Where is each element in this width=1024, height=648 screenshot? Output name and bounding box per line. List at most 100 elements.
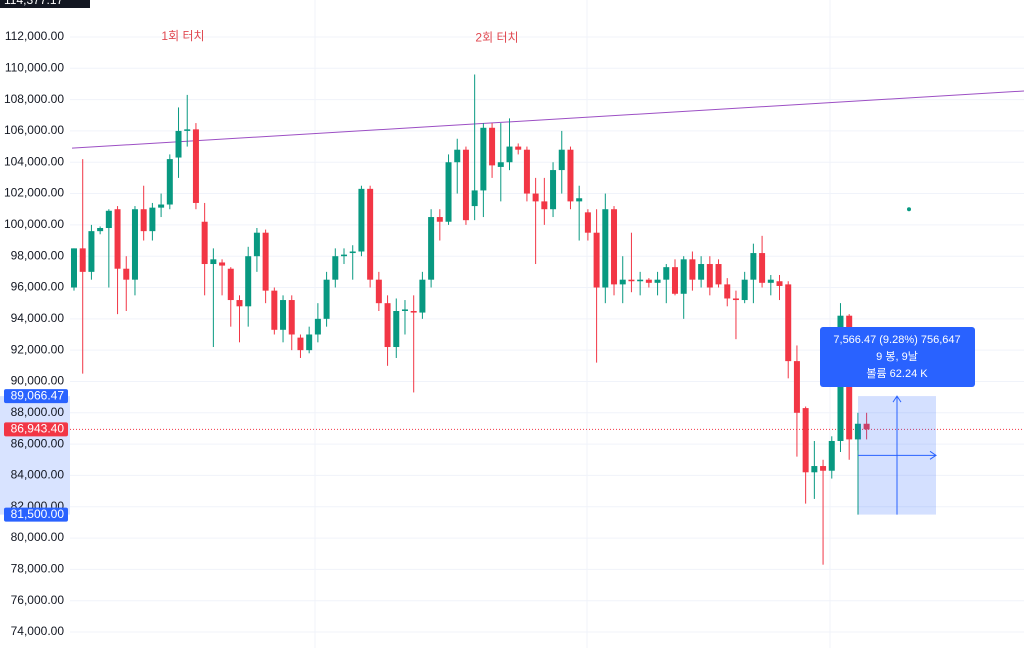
candle-body bbox=[123, 268, 130, 280]
candle-body bbox=[149, 207, 156, 232]
y-tick-label: 76,000.00 bbox=[11, 593, 65, 607]
y-tick-label: 108,000.00 bbox=[4, 92, 64, 106]
candle-body bbox=[550, 170, 557, 210]
candle-body bbox=[724, 284, 731, 299]
candle-body bbox=[271, 290, 278, 330]
y-tick-label: 110,000.00 bbox=[5, 60, 64, 74]
candle-body bbox=[515, 146, 522, 150]
candle-body bbox=[593, 232, 600, 288]
candle-body bbox=[401, 309, 408, 312]
candle-body bbox=[462, 149, 469, 221]
candle-body bbox=[637, 279, 644, 282]
y-tick-label: 92,000.00 bbox=[11, 342, 65, 356]
candle-body bbox=[689, 259, 696, 280]
candle-body bbox=[367, 188, 374, 280]
candle-body bbox=[671, 267, 678, 294]
candle-body bbox=[436, 217, 443, 222]
candle-body bbox=[88, 231, 95, 272]
candle-body bbox=[558, 149, 565, 171]
candle-body bbox=[131, 209, 138, 280]
annotation: 1회 터치 bbox=[161, 29, 204, 43]
candle-body bbox=[410, 311, 417, 313]
candle-body bbox=[227, 268, 234, 301]
arrow-head bbox=[929, 450, 937, 460]
y-tick-label: 106,000.00 bbox=[4, 123, 64, 137]
candle-body bbox=[192, 129, 199, 203]
candle-body bbox=[828, 440, 835, 471]
y-tick-label: 104,000.00 bbox=[4, 154, 64, 168]
candle-body bbox=[471, 190, 478, 207]
candle-body bbox=[341, 254, 348, 257]
candle-body bbox=[445, 162, 452, 222]
candle-body bbox=[384, 303, 391, 348]
top-price-box bbox=[0, 0, 90, 8]
candle-body bbox=[750, 253, 757, 280]
candle-body bbox=[253, 232, 260, 257]
candle-body bbox=[323, 279, 330, 319]
candle-body bbox=[567, 149, 574, 202]
candle-body bbox=[715, 264, 722, 285]
candle-body bbox=[611, 209, 618, 285]
candle-body bbox=[741, 279, 748, 301]
candle-body bbox=[314, 318, 321, 335]
candle-body bbox=[280, 300, 287, 330]
candle-body bbox=[523, 149, 530, 194]
candle-body bbox=[532, 193, 539, 202]
candle-body bbox=[210, 259, 217, 265]
tooltip-box bbox=[820, 327, 975, 387]
candle-body bbox=[785, 284, 792, 362]
y-tick-label: 90,000.00 bbox=[11, 374, 65, 388]
candle-body bbox=[97, 228, 104, 232]
annotation: 2회 터치 bbox=[475, 31, 518, 45]
dot-marker bbox=[907, 207, 911, 212]
candle-body bbox=[71, 248, 77, 288]
candle-body bbox=[428, 217, 435, 280]
candle-body bbox=[454, 149, 461, 163]
candle-body bbox=[262, 232, 269, 291]
arrow-head bbox=[892, 395, 902, 403]
candle-body bbox=[654, 279, 661, 283]
y-tick-label: 86,000.00 bbox=[11, 436, 65, 450]
candle-body bbox=[184, 129, 191, 131]
candle-body bbox=[663, 267, 670, 280]
candle-body bbox=[793, 361, 800, 413]
candle-body bbox=[245, 256, 252, 307]
price-label: 81,500.00 bbox=[11, 507, 65, 521]
candle-body bbox=[680, 259, 687, 294]
y-tick-label: 94,000.00 bbox=[11, 311, 65, 325]
candle-body bbox=[497, 162, 504, 167]
axis-range-highlight bbox=[0, 396, 70, 515]
candle-body bbox=[175, 130, 182, 158]
y-tick-label: 84,000.00 bbox=[11, 468, 65, 482]
candle-body bbox=[759, 253, 766, 283]
trendline bbox=[71, 90, 1024, 149]
candle-body bbox=[811, 466, 818, 473]
candle-body bbox=[732, 298, 739, 301]
y-tick-label: 102,000.00 bbox=[4, 186, 64, 200]
y-tick-label: 100,000.00 bbox=[4, 217, 64, 231]
candle-body bbox=[140, 209, 147, 232]
candle-body bbox=[698, 264, 705, 280]
candle-body bbox=[541, 201, 548, 210]
candle-body bbox=[506, 146, 513, 163]
price-label-box bbox=[4, 422, 68, 437]
y-tick-label: 74,000.00 bbox=[11, 624, 65, 638]
candle-body bbox=[201, 221, 208, 265]
candle-body bbox=[375, 279, 382, 304]
y-tick-label: 112,000.00 bbox=[5, 29, 64, 43]
y-tick-label: 78,000.00 bbox=[11, 562, 65, 576]
candle-body bbox=[114, 209, 121, 269]
candle-body bbox=[602, 209, 609, 288]
candle-body bbox=[863, 423, 870, 430]
candle-body bbox=[297, 337, 304, 351]
candle-body bbox=[706, 264, 713, 288]
price-label-box bbox=[4, 389, 68, 404]
candle-body bbox=[820, 466, 827, 471]
price-label: 89,066.47 bbox=[11, 388, 65, 402]
candle-body bbox=[219, 262, 226, 266]
candle-body bbox=[645, 279, 652, 283]
price-label: 86,943.40 bbox=[11, 422, 65, 436]
candle-body bbox=[358, 188, 365, 252]
candle-body bbox=[288, 300, 295, 335]
